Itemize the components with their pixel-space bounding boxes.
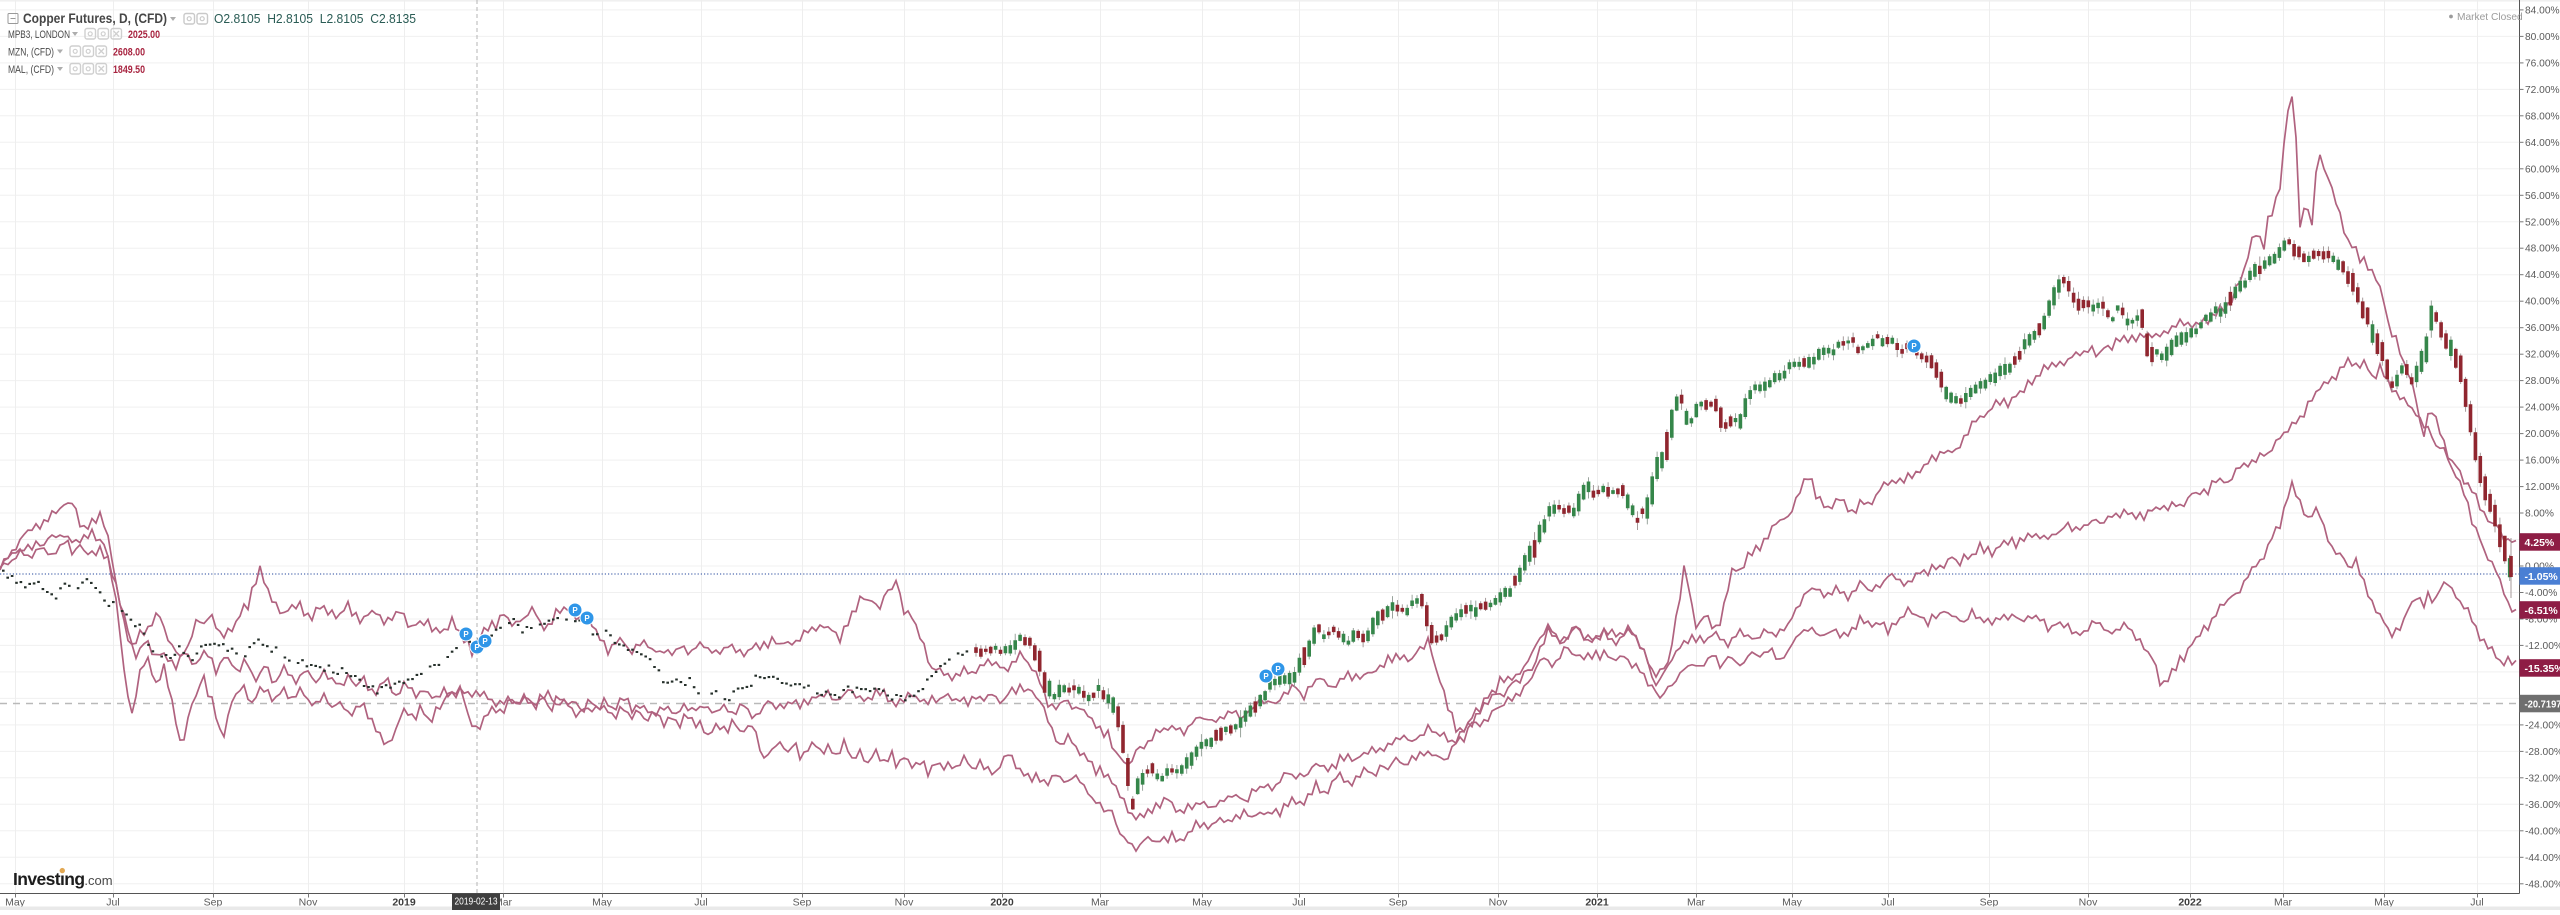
svg-text:-15.35%: -15.35% [2525, 663, 2560, 675]
svg-text:P: P [463, 630, 469, 639]
svg-text:P: P [584, 614, 590, 623]
svg-text:-6.51%: -6.51% [2525, 605, 2559, 617]
svg-text:32.00%: 32.00% [2525, 350, 2560, 361]
svg-text:-44.00%: -44.00% [2525, 853, 2560, 864]
svg-text:O2.8105 H2.8105 L2.8105 C2.: O2.8105 H2.8105 L2.8105 C2.8135 [214, 11, 416, 26]
svg-text:2025.00: 2025.00 [128, 29, 160, 41]
svg-text:2608.00: 2608.00 [113, 47, 145, 59]
svg-text:MPB3, LONDON: MPB3, LONDON [8, 29, 70, 41]
svg-text:MZN, (CFD): MZN, (CFD) [8, 47, 54, 59]
svg-text:4.25%: 4.25% [2525, 537, 2555, 549]
svg-text:-36.00%: -36.00% [2525, 800, 2560, 811]
svg-text:P: P [482, 637, 488, 646]
svg-text:P: P [572, 606, 578, 615]
svg-text:44.00%: 44.00% [2525, 270, 2560, 281]
svg-text:84.00%: 84.00% [2525, 5, 2560, 16]
svg-text:-1.05%: -1.05% [2525, 571, 2559, 583]
svg-text:76.00%: 76.00% [2525, 58, 2560, 69]
svg-text:Copper Futures, D, (CFD): Copper Futures, D, (CFD) [23, 11, 167, 26]
svg-text:24.00%: 24.00% [2525, 403, 2560, 414]
svg-text:-20.7197: -20.7197 [2525, 698, 2560, 710]
svg-text:2019-02-13: 2019-02-13 [455, 897, 498, 908]
svg-text:12.00%: 12.00% [2525, 482, 2560, 493]
svg-text:1849.50: 1849.50 [113, 64, 145, 76]
svg-text:-28.00%: -28.00% [2525, 747, 2560, 758]
svg-text:8.00%: 8.00% [2525, 509, 2554, 520]
svg-text:-40.00%: -40.00% [2525, 826, 2560, 837]
svg-text:36.00%: 36.00% [2525, 323, 2560, 334]
svg-text:-4.00%: -4.00% [2525, 588, 2557, 599]
svg-text:Market Closed: Market Closed [2457, 12, 2523, 23]
svg-text:64.00%: 64.00% [2525, 138, 2560, 149]
svg-text:68.00%: 68.00% [2525, 111, 2560, 122]
svg-text:P: P [1263, 672, 1269, 681]
svg-text:40.00%: 40.00% [2525, 297, 2560, 308]
svg-text:56.00%: 56.00% [2525, 191, 2560, 202]
svg-text:MAL, (CFD): MAL, (CFD) [8, 64, 54, 76]
svg-text:48.00%: 48.00% [2525, 244, 2560, 255]
svg-text:52.00%: 52.00% [2525, 217, 2560, 228]
svg-text:60.00%: 60.00% [2525, 164, 2560, 175]
svg-text:80.00%: 80.00% [2525, 32, 2560, 43]
svg-text:-32.00%: -32.00% [2525, 773, 2560, 784]
svg-text:28.00%: 28.00% [2525, 376, 2560, 387]
svg-text:16.00%: 16.00% [2525, 456, 2560, 467]
svg-text:P: P [1911, 342, 1917, 351]
svg-text:-12.00%: -12.00% [2525, 641, 2560, 652]
svg-text:72.00%: 72.00% [2525, 85, 2560, 96]
svg-text:-24.00%: -24.00% [2525, 720, 2560, 731]
svg-text:-48.00%: -48.00% [2525, 879, 2560, 890]
svg-text:20.00%: 20.00% [2525, 429, 2560, 440]
svg-text:P: P [1275, 665, 1281, 674]
